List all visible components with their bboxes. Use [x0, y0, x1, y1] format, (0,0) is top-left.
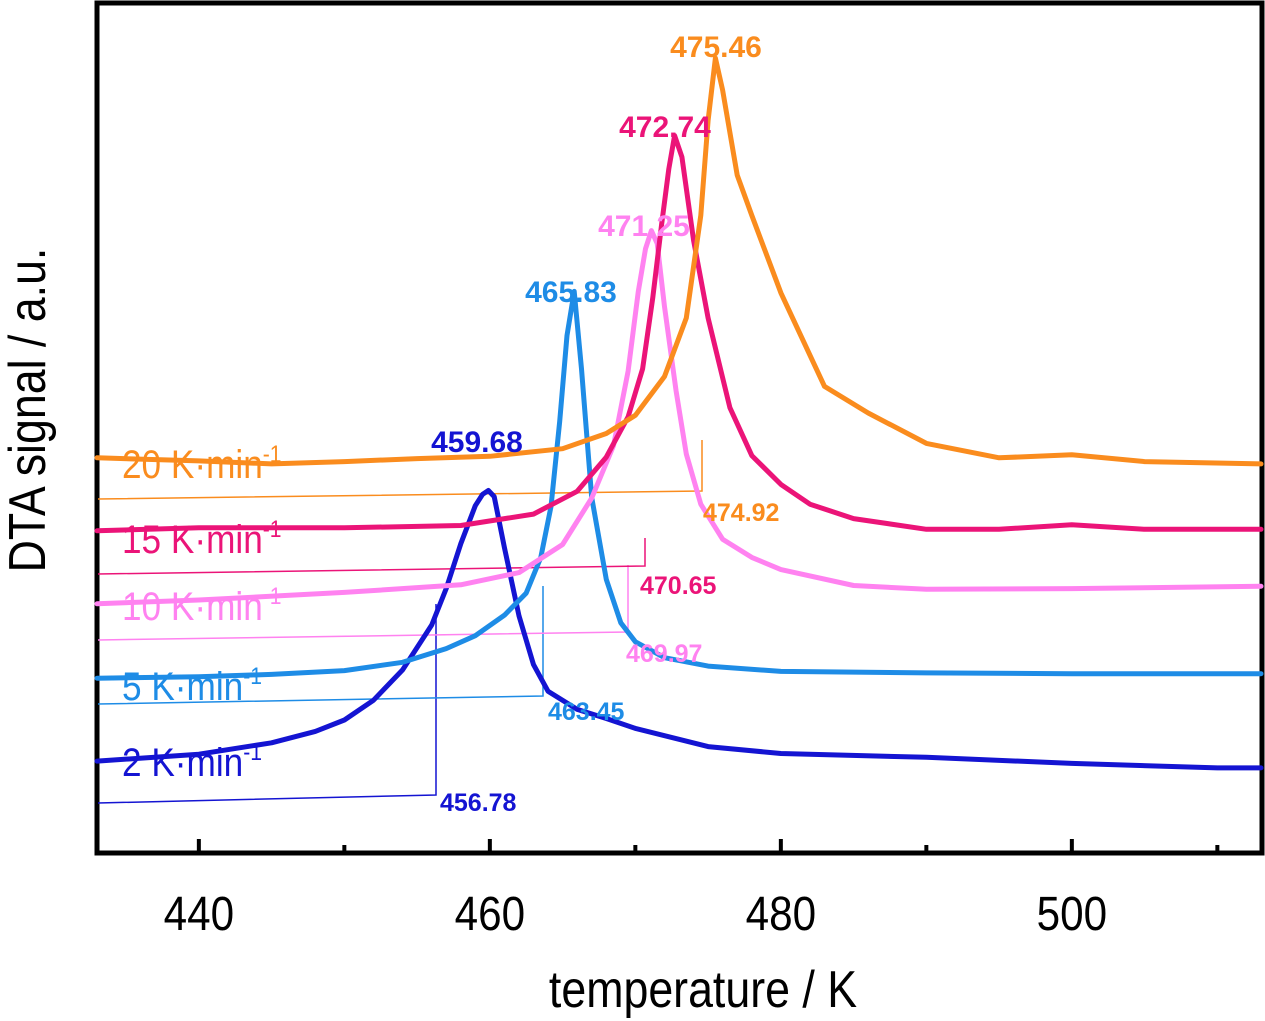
x-axis-title: temperature / K — [549, 961, 857, 1019]
series-line-5 — [94, 288, 1264, 681]
peak-label-20: 475.46 — [670, 31, 762, 64]
series-line-20 — [94, 55, 1264, 467]
onset-line — [97, 586, 544, 705]
peak-label-15: 472.74 — [619, 111, 711, 144]
series-line-10 — [94, 228, 1264, 607]
series-label-15: 15 K·min-1 — [122, 516, 282, 562]
dta-curves — [94, 55, 1264, 771]
peak-label-2: 459.68 — [431, 426, 523, 459]
peak-labels: 459.68 465.83 471.25 472.74 475.46 — [431, 31, 762, 459]
series-line-15 — [94, 133, 1264, 534]
x-tick-label: 500 — [1037, 886, 1107, 940]
peak-label-10: 471.25 — [598, 210, 690, 243]
series-labels: 2 K·min-1 5 K·min-1 10 K·min-1 15 K·min-1 20… — [122, 441, 282, 785]
series-label-10: 10 K·min-1 — [122, 583, 282, 629]
x-tick-label: 440 — [164, 886, 234, 940]
onset-label-20: 474.92 — [703, 499, 779, 527]
onset-label-5: 463.45 — [548, 698, 625, 726]
onset-line — [97, 440, 703, 500]
plot-frame — [94, 0, 1265, 856]
onset-line — [97, 538, 646, 575]
onset-line — [97, 604, 437, 804]
series-line-2 — [94, 488, 1264, 771]
x-tick-label: 460 — [455, 886, 525, 940]
x-axis-tick-labels: 440 460 480 500 — [164, 886, 1107, 940]
peak-label-5: 465.83 — [525, 276, 617, 309]
series-label-2: 2 K·min-1 — [122, 739, 262, 785]
onset-labels: 456.78 463.45 469.97 470.65 474.92 — [440, 499, 779, 817]
onset-label-2: 456.78 — [440, 789, 517, 817]
series-label-5: 5 K·min-1 — [122, 663, 262, 709]
series-label-20: 20 K·min-1 — [122, 441, 282, 487]
onset-label-15: 470.65 — [640, 572, 717, 600]
x-tick-label: 480 — [746, 886, 816, 940]
onset-label-10: 469.97 — [626, 640, 702, 668]
x-axis-ticks — [196, 839, 1220, 853]
y-axis-title: DTA signal / a.u. — [0, 248, 57, 573]
